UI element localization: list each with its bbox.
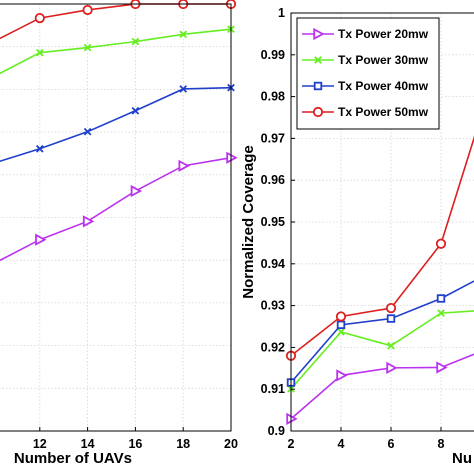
left-series-3-point (179, 85, 188, 93)
left-x-tick-label: 14 (81, 437, 95, 451)
left-series-4-point (130, 184, 143, 198)
left-series-4-line (0, 156, 232, 262)
left-x-tick-label: 12 (33, 437, 47, 451)
legend-swatch-marker (313, 81, 323, 91)
legend-entry-tx-power-30mw: Tx Power 30mw (302, 53, 429, 67)
legend-swatch-marker (313, 27, 325, 41)
legend-label: Tx Power 20mw (338, 27, 429, 41)
left-series-3 (0, 83, 235, 163)
right-y-tick-label: 0.91 (261, 382, 285, 396)
legend-entry-tx-power-50mw: Tx Power 50mw (302, 105, 429, 119)
right-tx-power-20mw-point (336, 369, 348, 382)
right-y-tick-label: 0.99 (261, 48, 285, 62)
legend-entry-tx-power-40mw: Tx Power 40mw (302, 79, 429, 93)
right-x-tick-label: 8 (438, 437, 445, 451)
right-tx-power-40mw-point (436, 294, 446, 303)
right-tx-power-40mw-point (386, 314, 396, 323)
left-series-1-point (82, 4, 93, 16)
legend-label: Tx Power 30mw (338, 53, 429, 67)
left-series-4 (0, 151, 238, 262)
right-tx-power-50mw-point (335, 311, 347, 322)
right-y-tick-label: 0.93 (261, 299, 285, 313)
left-x-axis-label: Number of UAVs (14, 450, 132, 467)
right-x-ticks: 2 4 6 8 (288, 427, 445, 451)
right-x-tick-label: 4 (338, 437, 345, 451)
left-series-4-point (82, 215, 95, 228)
legend-label: Tx Power 50mw (338, 105, 429, 119)
right-tx-power-50mw-point (385, 303, 397, 314)
left-series-2-point (83, 43, 92, 52)
right-y-tick-label: 0.97 (261, 131, 285, 145)
right-y-tick-label: 1 (278, 6, 285, 20)
right-x-axis-label: Nu (452, 450, 472, 467)
left-x-tick-label: 18 (176, 437, 190, 451)
legend-label: Tx Power 40mw (338, 79, 429, 93)
left-x-tick-label: 16 (128, 437, 142, 451)
right-y-tick-label: 0.92 (261, 340, 285, 354)
left-series-3-line (0, 86, 232, 163)
right-y-axis-label: Normalized Coverage (240, 145, 257, 298)
legend-swatch-marker (314, 56, 322, 64)
left-x-tick-label: 20 (224, 437, 238, 451)
right-tx-power-30mw-point (337, 328, 345, 336)
right-series-group (285, 135, 474, 425)
left-series-4-point (35, 233, 47, 246)
left-series-2-line (0, 28, 232, 75)
right-tx-power-50mw-point (435, 238, 447, 249)
left-series-4-point (178, 159, 190, 172)
left-series-3-point (35, 144, 44, 153)
right-y-ticks: 0.9 0.91 0.92 0.93 0.94 0.95 0.96 0.97 0.98 0.99 1 (261, 6, 295, 438)
left-x-ticks: 12 14 16 18 20 (33, 427, 238, 451)
right-tx-power-20mw-point (386, 361, 398, 374)
left-panel: 12 14 16 18 20 Number of UAVs (0, 0, 238, 467)
right-y-tick-label: 0.96 (261, 173, 285, 187)
left-series-3-point (131, 106, 140, 115)
left-series-2-point (131, 37, 140, 46)
right-tx-power-40mw-point (336, 320, 346, 330)
left-series-2 (0, 25, 235, 75)
right-y-tick-label: 0.98 (261, 90, 285, 104)
legend-entries: Tx Power 20mw Tx Power 30mw Tx Power 40mw T… (302, 27, 429, 119)
legend-swatch-marker (312, 106, 324, 118)
left-grid (0, 4, 231, 431)
right-x-tick-label: 6 (388, 437, 395, 451)
right-tx-power-50mw (285, 135, 474, 361)
legend: Tx Power 20mw Tx Power 30mw Tx Power 40mw T… (296, 17, 440, 130)
left-series-1-point (34, 12, 45, 24)
legend-entry-tx-power-20mw: Tx Power 20mw (302, 27, 429, 41)
right-tx-power-30mw-point (437, 309, 445, 317)
right-tx-power-20mw-point (436, 361, 448, 374)
left-series-3-point (83, 127, 92, 136)
right-y-tick-label: 0.94 (261, 257, 285, 271)
right-y-tick-label: 0.95 (261, 215, 285, 229)
left-series-2-point (35, 48, 44, 57)
left-plot-frame (0, 3, 232, 432)
right-y-tick-label: 0.9 (268, 424, 285, 438)
right-tx-power-30mw-point (387, 341, 395, 350)
right-panel: 2 4 6 8 0.9 0.91 0.92 0.93 0.94 0.95 0.96 0.97 0.98… (240, 6, 474, 467)
right-x-tick-label: 2 (288, 437, 295, 451)
left-series-2-point (179, 30, 188, 39)
